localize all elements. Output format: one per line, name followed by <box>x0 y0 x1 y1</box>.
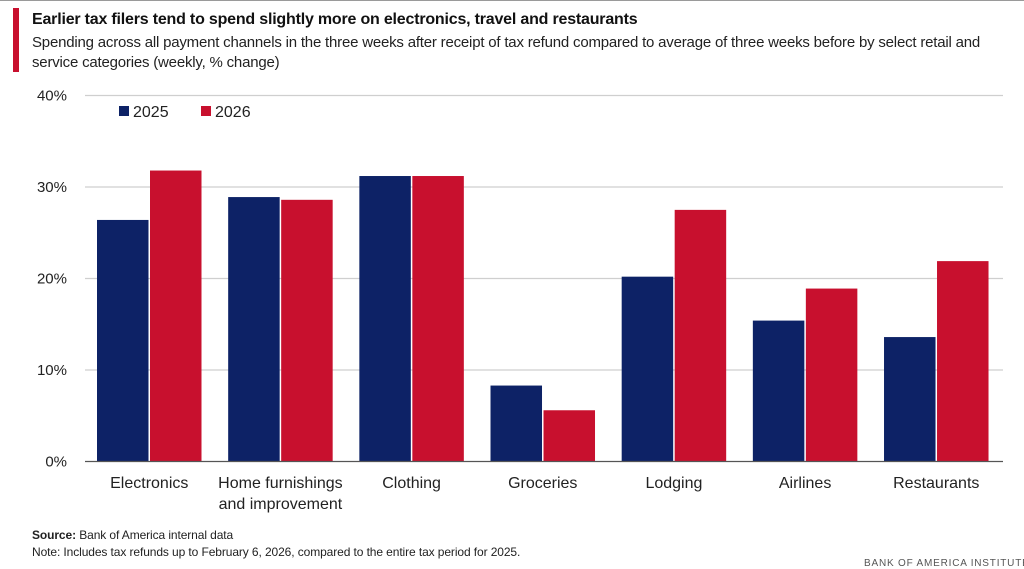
bar-2026 <box>281 199 333 462</box>
bar-2026 <box>805 288 858 462</box>
bar-2026 <box>150 170 202 462</box>
brand-footer: BANK OF AMERICA INSTITUTE <box>864 558 1024 569</box>
bar-2026 <box>674 209 727 462</box>
legend-label-2025: 2025 <box>133 104 169 121</box>
legend-swatch-2026 <box>201 106 211 116</box>
x-tick-label: Home furnishings <box>218 475 343 492</box>
y-tick-label: 0% <box>45 454 67 471</box>
bar-2026 <box>412 176 464 462</box>
bar-2025 <box>97 219 149 462</box>
y-tick-label: 30% <box>37 179 67 196</box>
bar-2025 <box>752 320 805 462</box>
top-rule <box>0 0 1024 1</box>
x-tick-label: Restaurants <box>893 475 979 492</box>
x-tick-label: Groceries <box>508 475 577 492</box>
legend-label-2026: 2026 <box>215 104 251 121</box>
bar-2025 <box>228 197 280 462</box>
chart-title: Earlier tax filers tend to spend slightl… <box>32 11 638 28</box>
legend-swatch-2025 <box>119 106 129 116</box>
note-line: Note: Includes tax refunds up to Februar… <box>32 545 521 559</box>
x-tick-label: Clothing <box>382 475 441 492</box>
y-tick-label: 10% <box>37 362 67 379</box>
bar-2025 <box>621 276 674 462</box>
x-tick-label: Electronics <box>110 475 188 492</box>
y-tick-label: 40% <box>37 88 67 105</box>
bar-2025 <box>490 385 543 462</box>
bar-2025 <box>359 176 411 462</box>
x-tick-label: Airlines <box>779 475 831 492</box>
bar-2026 <box>937 261 989 462</box>
bar-2025 <box>884 337 936 462</box>
bar-2026 <box>543 410 596 462</box>
chart-subtitle: Spending across all payment channels in … <box>32 34 981 71</box>
y-tick-label: 20% <box>37 271 67 288</box>
x-tick-label: Lodging <box>645 475 702 492</box>
source-line: Source: Bank of America internal data <box>32 528 233 542</box>
title-accent-bar <box>13 8 19 72</box>
x-tick-label: and improvement <box>219 496 343 513</box>
source-text: Bank of America internal data <box>79 528 234 542</box>
source-label: Source: <box>32 528 76 542</box>
